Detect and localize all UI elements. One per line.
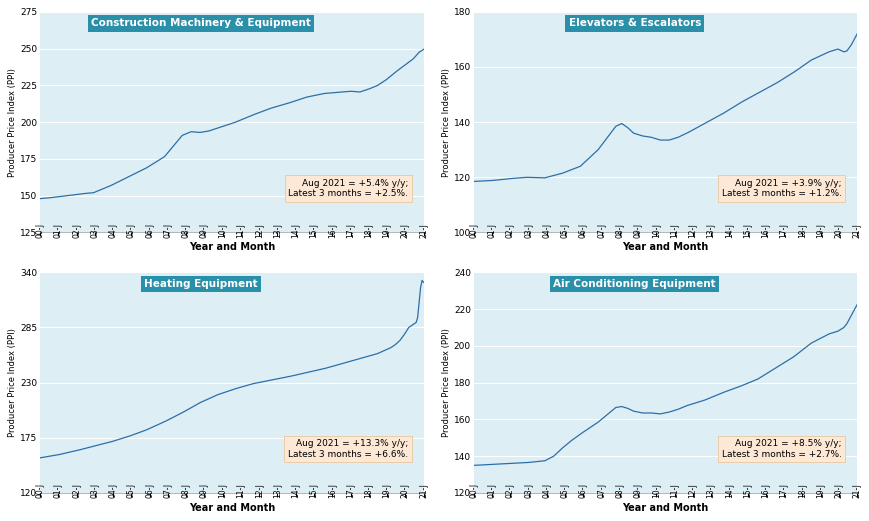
- Text: Construction Machinery & Equipment: Construction Machinery & Equipment: [91, 18, 311, 29]
- Y-axis label: Producer Price Index (PPI): Producer Price Index (PPI): [9, 328, 17, 437]
- Text: Aug 2021 = +8.5% y/y;
Latest 3 months = +2.7%.: Aug 2021 = +8.5% y/y; Latest 3 months = …: [721, 439, 841, 458]
- Text: Heating Equipment: Heating Equipment: [144, 279, 258, 289]
- Text: Aug 2021 = +3.9% y/y;
Latest 3 months = +1.2%.: Aug 2021 = +3.9% y/y; Latest 3 months = …: [721, 179, 841, 198]
- X-axis label: Year and Month: Year and Month: [621, 242, 707, 252]
- X-axis label: Year and Month: Year and Month: [189, 503, 275, 513]
- Text: Aug 2021 = +5.4% y/y;
Latest 3 months = +2.5%.: Aug 2021 = +5.4% y/y; Latest 3 months = …: [288, 179, 408, 198]
- Y-axis label: Producer Price Index (PPI): Producer Price Index (PPI): [9, 68, 17, 177]
- X-axis label: Year and Month: Year and Month: [621, 503, 707, 513]
- Text: Aug 2021 = +13.3% y/y;
Latest 3 months = +6.6%.: Aug 2021 = +13.3% y/y; Latest 3 months =…: [288, 439, 408, 458]
- X-axis label: Year and Month: Year and Month: [189, 242, 275, 252]
- Y-axis label: Producer Price Index (PPI): Producer Price Index (PPI): [441, 68, 450, 177]
- Text: Air Conditioning Equipment: Air Conditioning Equipment: [553, 279, 715, 289]
- Y-axis label: Producer Price Index (PPI): Producer Price Index (PPI): [441, 328, 450, 437]
- Text: Elevators & Escalators: Elevators & Escalators: [568, 18, 700, 29]
